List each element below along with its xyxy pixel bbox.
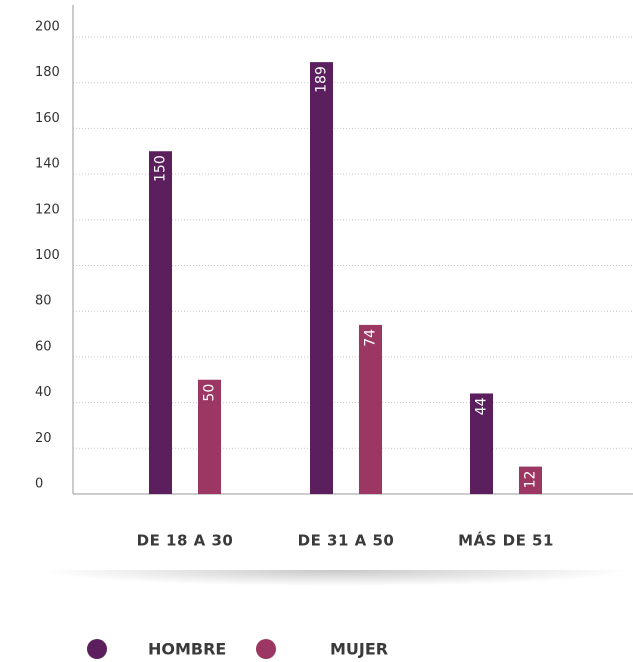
y-tick-label: 160 [35, 111, 60, 126]
value-label: 150 [153, 155, 169, 182]
value-label: 12 [523, 471, 539, 489]
legend-label: HOMBRE [148, 640, 226, 659]
x-tick-label: MÁS DE 51 [458, 531, 554, 550]
y-tick-label: 0 [35, 477, 43, 492]
bar [149, 151, 172, 495]
shadow [40, 570, 633, 602]
y-tick-label: 80 [35, 294, 52, 309]
y-tick-label: 180 [35, 65, 60, 80]
legend-swatch [256, 639, 276, 659]
bar [198, 379, 221, 494]
y-tick-label: 120 [35, 202, 60, 217]
bar [519, 466, 542, 494]
bar [359, 324, 382, 494]
legend-swatch [87, 639, 107, 659]
y-tick-label: 200 [35, 19, 60, 34]
value-label: 50 [202, 384, 218, 402]
value-label: 44 [474, 397, 490, 415]
x-tick-label: DE 18 A 30 [137, 532, 234, 550]
bar [470, 393, 493, 494]
y-tick-label: 40 [35, 385, 52, 400]
y-tick-label: 140 [35, 157, 60, 172]
value-label: 74 [363, 329, 379, 347]
bar [310, 62, 333, 495]
value-label: 189 [314, 66, 330, 93]
legend-label: MUJER [330, 640, 388, 659]
x-tick-label: DE 31 A 50 [298, 532, 395, 550]
y-tick-label: 100 [35, 248, 60, 263]
y-tick-label: 20 [35, 431, 52, 446]
y-tick-label: 60 [35, 339, 52, 354]
